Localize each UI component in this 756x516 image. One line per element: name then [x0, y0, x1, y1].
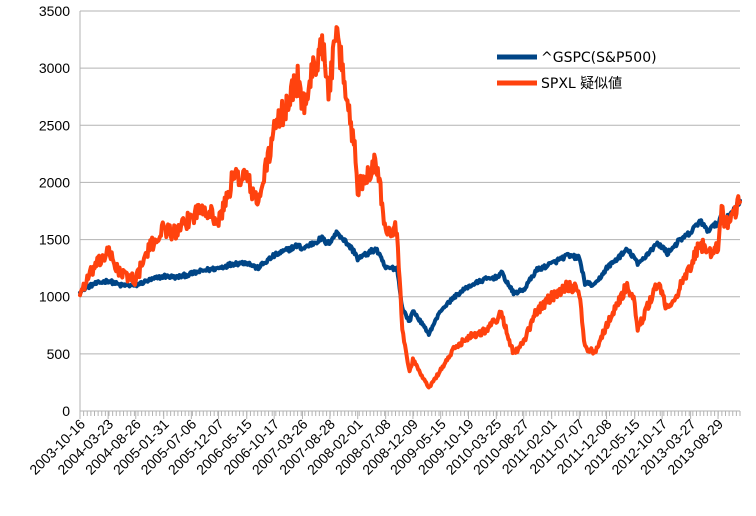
y-tick-label: 1000 — [39, 289, 70, 305]
y-tick-label: 0 — [62, 403, 70, 419]
legend-label-0: ^GSPC(S&P500) — [541, 50, 657, 66]
y-tick-label: 2000 — [39, 174, 70, 190]
y-tick-label: 500 — [47, 346, 71, 362]
axes — [79, 11, 741, 419]
y-tick-label: 1500 — [39, 232, 70, 248]
legend: ^GSPC(S&P500) SPXL 疑似値 — [497, 50, 657, 92]
series-lines — [78, 25, 742, 390]
series-line-1 — [78, 25, 742, 390]
gridlines — [80, 10, 740, 412]
x-tick-labels: 2003-10-162004-03-232004-08-262005-01-31… — [26, 416, 726, 478]
y-tick-label: 3000 — [39, 60, 70, 76]
y-tick-label: 2500 — [39, 117, 70, 133]
y-tick-label: 3500 — [39, 3, 70, 19]
y-tick-labels: 0 500 1000 1500 2000 2500 3000 3500 — [39, 3, 70, 419]
legend-label-1: SPXL 疑似値 — [541, 76, 622, 92]
series-line-0 — [78, 198, 742, 337]
